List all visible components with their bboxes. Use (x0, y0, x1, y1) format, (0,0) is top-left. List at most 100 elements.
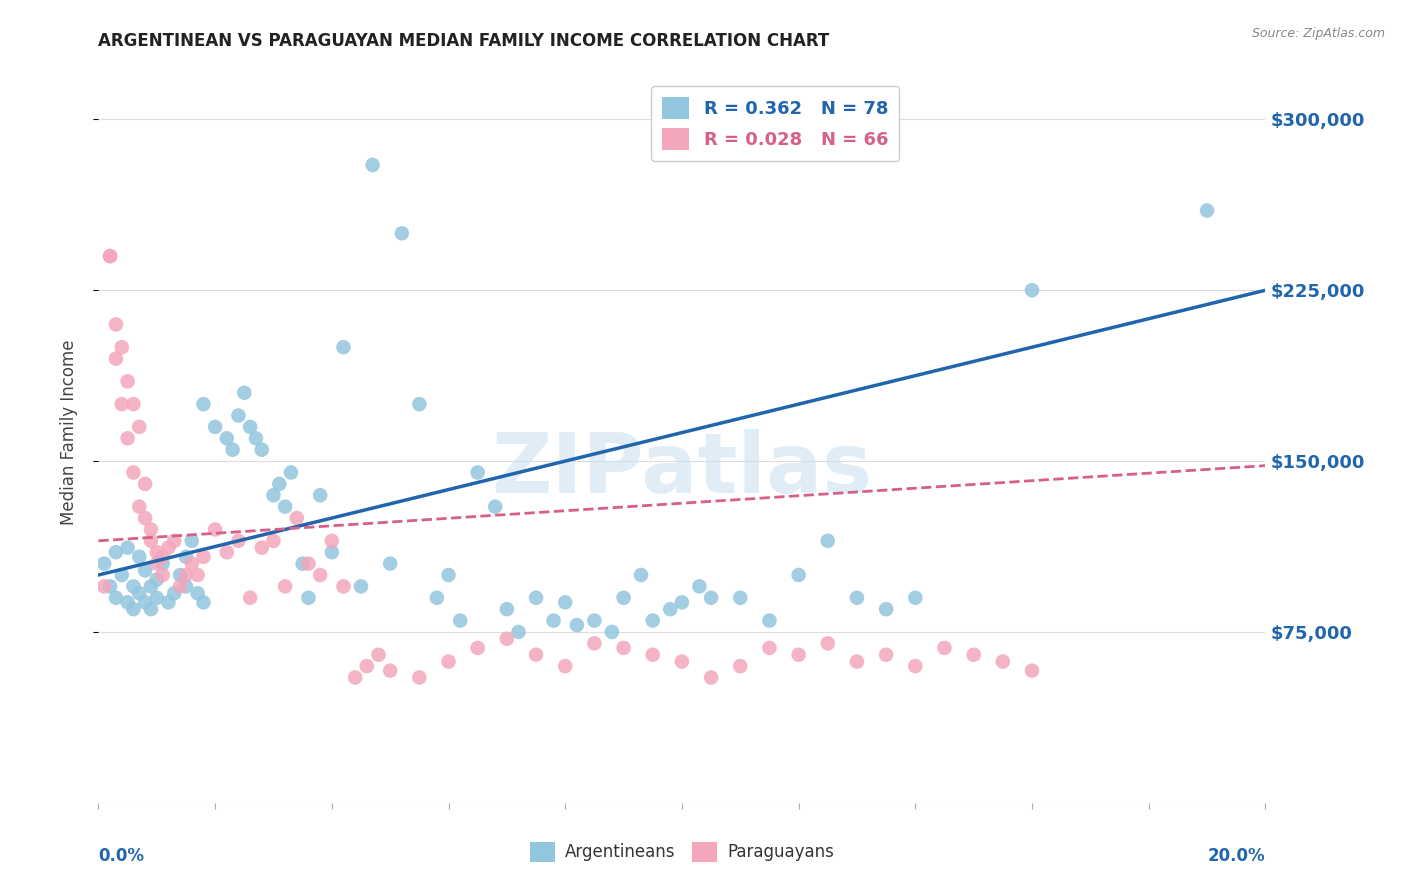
Point (612, 591, 634, 605)
Point (291, 557, 314, 571)
Point (600, 624, 623, 639)
Point (98, 249, 121, 263)
Point (163, 586, 186, 600)
Point (122, 466, 145, 480)
Point (204, 420, 226, 434)
Point (641, 614, 664, 628)
Point (524, 591, 547, 605)
Point (157, 541, 180, 555)
Point (408, 671, 430, 685)
Point (128, 420, 150, 434)
Point (204, 523, 226, 537)
Point (169, 579, 191, 593)
Y-axis label: Median Family Income: Median Family Income (59, 340, 77, 525)
Point (146, 591, 169, 605)
Point (817, 636, 839, 650)
Point (758, 614, 780, 628)
Point (117, 595, 139, 609)
Point (239, 591, 262, 605)
Point (356, 659, 378, 673)
Point (991, 655, 1014, 669)
Point (128, 500, 150, 514)
Point (139, 579, 162, 593)
Point (332, 579, 354, 593)
Legend: Argentineans, Paraguayans: Argentineans, Paraguayans (523, 835, 841, 869)
Point (104, 318, 127, 332)
Point (962, 648, 984, 662)
Point (233, 385, 256, 400)
Point (1021, 664, 1043, 678)
Point (321, 545, 343, 559)
Point (128, 586, 150, 600)
Point (904, 591, 927, 605)
Point (659, 602, 682, 616)
Point (187, 568, 209, 582)
Point (554, 595, 576, 609)
Point (426, 591, 449, 605)
Point (1195, 203, 1218, 218)
Point (174, 568, 197, 582)
Point (846, 655, 869, 669)
Point (391, 227, 413, 241)
Point (321, 533, 343, 548)
Point (280, 466, 302, 480)
Point (157, 595, 180, 609)
Point (332, 340, 354, 354)
Point (152, 557, 174, 571)
Point (104, 351, 127, 366)
Point (98, 249, 121, 263)
Point (187, 586, 209, 600)
Point (730, 659, 752, 673)
Point (285, 511, 308, 525)
Point (817, 533, 839, 548)
Point (163, 533, 186, 548)
Point (309, 568, 332, 582)
Point (875, 602, 897, 616)
Point (139, 523, 162, 537)
Point (134, 511, 156, 525)
Point (787, 568, 810, 582)
Point (361, 158, 384, 172)
Point (875, 648, 897, 662)
Point (730, 591, 752, 605)
Point (449, 614, 471, 628)
Text: ARGENTINEAN VS PARAGUAYAN MEDIAN FAMILY INCOME CORRELATION CHART: ARGENTINEAN VS PARAGUAYAN MEDIAN FAMILY … (98, 32, 830, 50)
Point (309, 488, 332, 502)
Point (344, 671, 367, 685)
Point (250, 442, 273, 457)
Point (245, 431, 267, 445)
Point (134, 476, 156, 491)
Point (484, 500, 506, 514)
Point (262, 488, 284, 502)
Point (174, 579, 197, 593)
Point (122, 397, 145, 411)
Point (104, 545, 127, 559)
Text: ZIPatlas: ZIPatlas (492, 429, 872, 510)
Point (671, 595, 693, 609)
Text: 0.0%: 0.0% (98, 847, 145, 865)
Point (174, 549, 197, 564)
Point (496, 602, 519, 616)
Point (262, 533, 284, 548)
Point (408, 397, 430, 411)
Point (671, 655, 693, 669)
Point (380, 664, 402, 678)
Point (508, 624, 530, 639)
Point (180, 557, 202, 571)
Point (437, 655, 460, 669)
Point (93, 579, 115, 593)
Point (111, 397, 134, 411)
Point (367, 648, 389, 662)
Point (139, 533, 162, 548)
Point (152, 549, 174, 564)
Point (380, 557, 402, 571)
Point (904, 659, 927, 673)
Point (122, 602, 145, 616)
Point (350, 579, 373, 593)
Point (934, 640, 956, 655)
Point (180, 533, 202, 548)
Point (274, 500, 297, 514)
Point (583, 636, 606, 650)
Point (228, 409, 250, 423)
Point (117, 431, 139, 445)
